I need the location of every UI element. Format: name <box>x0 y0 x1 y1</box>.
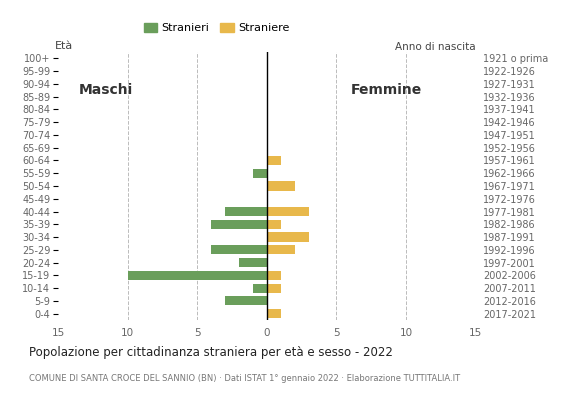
Bar <box>211 220 267 229</box>
Bar <box>267 182 295 190</box>
Text: Femmine: Femmine <box>350 83 422 97</box>
Bar <box>267 245 295 254</box>
Bar <box>253 284 267 293</box>
Text: Popolazione per cittadinanza straniera per età e sesso - 2022: Popolazione per cittadinanza straniera p… <box>29 346 393 359</box>
Bar <box>267 271 281 280</box>
Bar <box>239 258 267 267</box>
Bar <box>253 169 267 178</box>
Text: Età: Età <box>55 41 74 51</box>
Text: Maschi: Maschi <box>79 83 133 97</box>
Bar <box>128 271 267 280</box>
Bar <box>211 245 267 254</box>
Legend: Stranieri, Straniere: Stranieri, Straniere <box>144 23 289 33</box>
Bar <box>267 284 281 293</box>
Bar <box>267 207 309 216</box>
Bar <box>225 207 267 216</box>
Bar <box>267 232 309 242</box>
Bar <box>267 220 281 229</box>
Text: Anno di nascita: Anno di nascita <box>395 42 476 52</box>
Text: COMUNE DI SANTA CROCE DEL SANNIO (BN) · Dati ISTAT 1° gennaio 2022 · Elaborazion: COMUNE DI SANTA CROCE DEL SANNIO (BN) · … <box>29 374 460 383</box>
Bar <box>267 309 281 318</box>
Bar <box>267 156 281 165</box>
Bar <box>225 296 267 306</box>
